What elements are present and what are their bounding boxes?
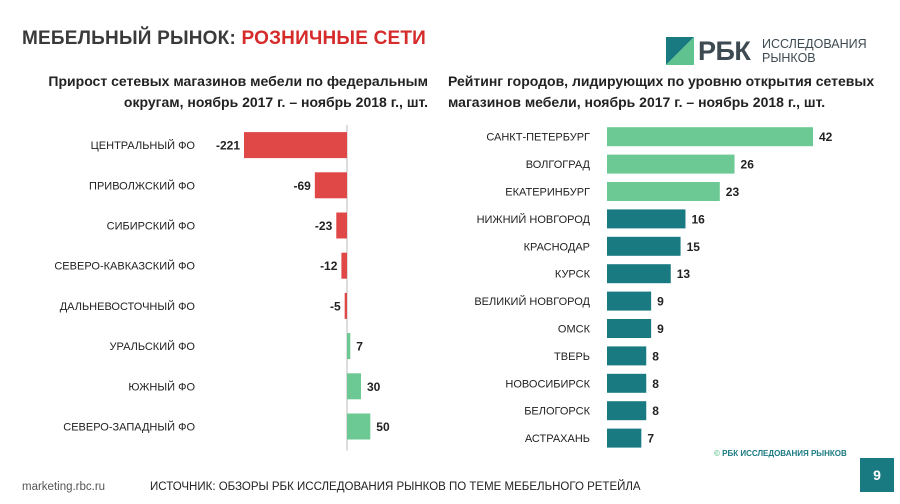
right-data-label: 7	[647, 432, 654, 446]
right-category-label: НОВОСИБИРСК	[505, 378, 590, 390]
left-bar	[347, 333, 351, 360]
right-bar	[607, 373, 647, 393]
slide-title-part1: МЕБЕЛЬНЫЙ РЫНОК:	[22, 28, 236, 49]
slide-title-part2: РОЗНИЧНЫЕ СЕТИ	[241, 28, 427, 49]
left-bar	[341, 252, 347, 279]
right-chart-title: Рейтинг городов, лидирующих по уровню от…	[448, 71, 878, 113]
copyright-note: © РБК ИССЛЕДОВАНИЯ РЫНКОВ	[714, 449, 847, 458]
right-bar	[607, 319, 652, 338]
right-category-label: ОМСК	[558, 324, 591, 336]
left-category-label: ДАЛЬНЕВОСТОЧНЫЙ ФО	[60, 300, 196, 313]
right-chart-title-line1: Рейтинг городов, лидирующих по уровню от…	[448, 73, 875, 89]
source-note: ИСТОЧНИК: ОБЗОРЫ РБК ИССЛЕДОВАНИЯ РЫНКОВ…	[150, 481, 641, 493]
right-bar	[607, 264, 671, 284]
right-bar	[607, 428, 642, 448]
copyright-symbol: ©	[714, 449, 720, 458]
left-bar	[336, 212, 347, 239]
left-bar	[314, 172, 347, 199]
left-data-label: -69	[293, 179, 311, 193]
logo-subtitle: ИССЛЕДОВАНИЯ РЫНКОВ	[762, 37, 867, 65]
right-bar	[607, 209, 686, 229]
left-category-label: СЕВЕРО-КАВКАЗСКИЙ ФО	[54, 260, 195, 273]
left-data-label: -5	[330, 299, 341, 313]
left-category-label: УРАЛЬСКИЙ ФО	[109, 340, 195, 353]
right-category-label: АСТРАХАНЬ	[525, 433, 590, 445]
slide-title: МЕБЕЛЬНЫЙ РЫНОК: РОЗНИЧНЫЕ СЕТИ	[22, 28, 426, 50]
right-data-label: 16	[691, 212, 705, 226]
right-data-label: 9	[657, 322, 664, 336]
left-data-label: 50	[376, 420, 390, 434]
right-bar	[607, 346, 647, 366]
right-bar	[607, 291, 652, 311]
right-data-label: 8	[652, 377, 659, 391]
right-bar	[607, 127, 813, 147]
left-data-label: 30	[367, 380, 381, 394]
right-data-label: 8	[652, 349, 659, 363]
right-category-label: ЕКАТЕРИНБУРГ	[505, 187, 590, 199]
rbc-logo-mark-icon	[666, 37, 694, 65]
logo-subtitle-line1: ИССЛЕДОВАНИЯ	[762, 37, 867, 51]
left-bar	[244, 132, 347, 159]
left-category-label: СИБИРСКИЙ ФО	[107, 220, 196, 233]
right-category-label: КУРСК	[555, 269, 591, 281]
right-bar-chart: САНКТ-ПЕТЕРБУРГ 42 ВОЛГОГРАД 26 ЕКАТЕРИНБУРГ…	[474, 127, 833, 448]
left-bar	[347, 413, 371, 440]
right-data-label: 23	[726, 185, 740, 199]
right-chart-title-line2: магазинов мебели, ноябрь 2017 г. – ноябр…	[448, 94, 826, 110]
right-data-label: 8	[652, 404, 659, 418]
right-data-label: 42	[819, 130, 833, 144]
left-bar-chart: ЦЕНТРАЛЬНЫЙ ФО -221 ПРИВОЛЖСКИЙ ФО -69 СИБИР…	[54, 125, 390, 451]
logo-subtitle-line2: РЫНКОВ	[762, 51, 816, 65]
right-bar	[607, 401, 647, 421]
right-bar	[607, 154, 735, 174]
right-category-label: САНКТ-ПЕТЕРБУРГ	[486, 132, 590, 144]
right-category-label: ВОЛГОГРАД	[526, 159, 591, 171]
left-data-label: 7	[356, 340, 363, 354]
right-category-label: КРАСНОДАР	[524, 241, 590, 253]
page-number-badge: 9	[860, 458, 894, 492]
right-data-label: 15	[687, 240, 701, 254]
copyright-text: РБК ИССЛЕДОВАНИЯ РЫНКОВ	[722, 449, 847, 458]
right-data-label: 13	[677, 267, 691, 281]
right-category-label: ТВЕРЬ	[554, 351, 590, 363]
right-category-label: ВЕЛИКИЙ НОВГОРОД	[474, 295, 590, 308]
left-data-label: -12	[320, 259, 338, 273]
rbc-logo: РБК ИССЛЕДОВАНИЯ РЫНКОВ	[666, 36, 876, 69]
left-bar	[344, 292, 347, 319]
right-bar	[607, 182, 720, 201]
left-data-label: -23	[315, 219, 333, 233]
right-bar	[607, 236, 681, 256]
right-category-label: НИЖНИЙ НОВГОРОД	[477, 213, 591, 226]
right-data-label: 9	[657, 295, 664, 309]
left-category-label: СЕВЕРО-ЗАПАДНЫЙ ФО	[63, 421, 195, 434]
right-category-label: БЕЛОГОРСК	[524, 406, 590, 418]
left-chart-title-line2: округам, ноябрь 2017 г. – ноябрь 2018 г.…	[123, 94, 428, 110]
left-bar	[347, 373, 361, 400]
site-url: marketing.rbc.ru	[22, 481, 106, 493]
left-category-label: ЦЕНТРАЛЬНЫЙ ФО	[91, 139, 196, 152]
logo-brand-text: РБК	[698, 36, 751, 66]
left-data-label: -221	[216, 139, 240, 153]
left-category-label: ПРИВОЛЖСКИЙ ФО	[89, 179, 195, 192]
right-data-label: 26	[741, 158, 755, 172]
left-chart-title: Прирост сетевых магазинов мебели по феде…	[28, 71, 428, 113]
left-category-label: ЮЖНЫЙ ФО	[128, 380, 195, 393]
left-chart-title-line1: Прирост сетевых магазинов мебели по феде…	[48, 73, 428, 89]
